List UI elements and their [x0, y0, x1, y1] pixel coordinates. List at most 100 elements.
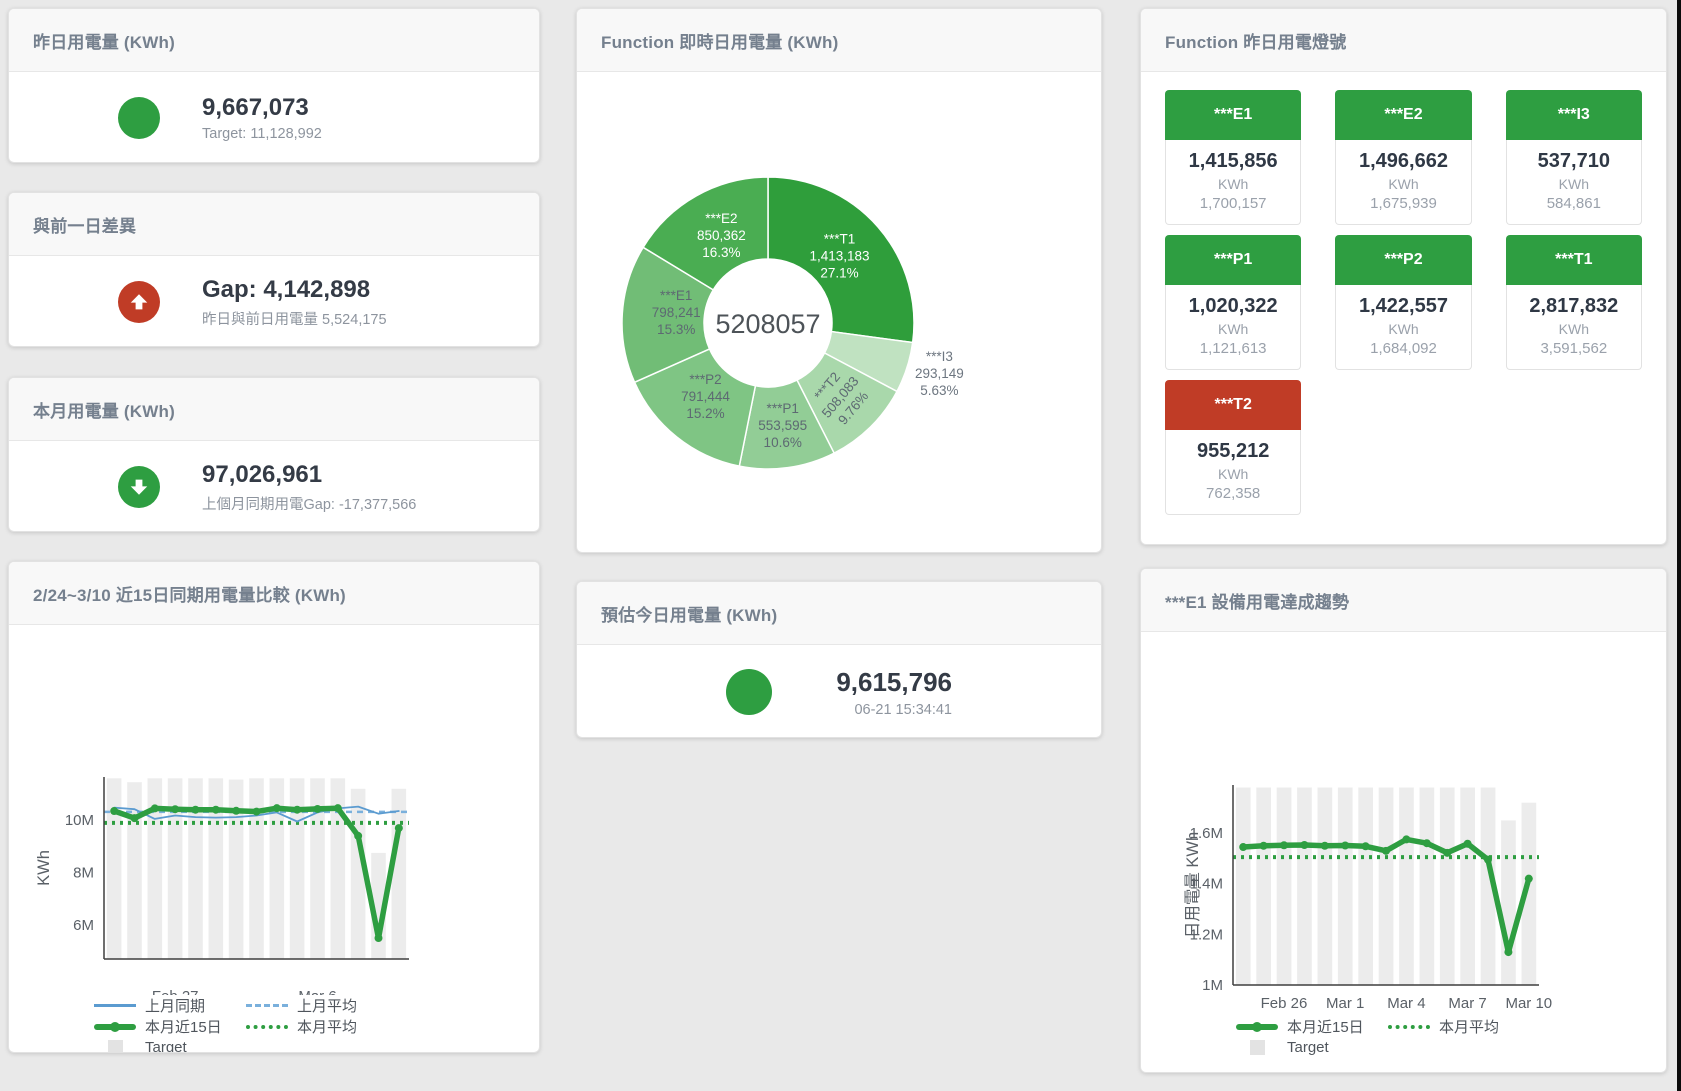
- y-axis-label: 日用電量 KWh: [1184, 832, 1202, 938]
- target-bar: [289, 778, 305, 959]
- x-tick: Feb 26: [1261, 995, 1308, 1012]
- legend-label: Target: [1287, 1039, 1329, 1056]
- legend-item-Target[interactable]: Target: [1236, 1039, 1329, 1056]
- tile-label: ***E1: [1165, 90, 1302, 140]
- tile-value: 955,212: [1197, 440, 1270, 462]
- donut-slice-label: ***P1 553,595 10.6%: [758, 401, 807, 450]
- right-column: Function 昨日用電燈號 ***E1 1,415,856 KWh 1,700,1…: [1140, 8, 1667, 1073]
- status-tiles-title: Function 昨日用電燈號: [1141, 9, 1666, 72]
- target-bar: [1501, 820, 1516, 985]
- trend-chart-title: ***E1 設備用電達成趨勢: [1141, 569, 1666, 632]
- legend-swatch-green-thick: [1236, 1021, 1278, 1032]
- tile-label: ***T2: [1165, 380, 1302, 430]
- donut-center-total: 5208057: [715, 309, 820, 339]
- legend-label: 上月平均: [297, 998, 358, 1015]
- trend-chart-legend: 本月近15日 本月平均 Target: [1236, 1016, 1666, 1058]
- donut-slice-T1[interactable]: [767, 176, 915, 344]
- card-trend-chart: ***E1 設備用電達成趨勢 1M 1.2M 1.4M 1.6M Feb 26 Mar 1…: [1140, 568, 1667, 1073]
- tile-unit: KWh: [1558, 321, 1589, 337]
- tile-value: 2,817,832: [1529, 295, 1619, 317]
- target-bar: [1297, 787, 1312, 985]
- legend-label: Target: [145, 1039, 187, 1053]
- tile-body: 955,212 KWh 762,358: [1165, 430, 1302, 515]
- tile-body: 1,422,557 KWh 1,684,092: [1335, 285, 1472, 370]
- legend-label: 本月近15日: [1287, 1019, 1364, 1036]
- target-bar: [1460, 787, 1475, 985]
- target-bar: [127, 782, 142, 959]
- status-tile-E1: ***E1 1,415,856 KWh 1,700,157: [1165, 90, 1302, 225]
- tile-body: 537,710 KWh 584,861: [1505, 140, 1642, 225]
- x-tick: Mar 6: [298, 988, 336, 995]
- card-month-usage-title: 本月用電量 (KWh): [9, 378, 539, 441]
- legend-item-本月近15日[interactable]: 本月近15日: [94, 1016, 246, 1037]
- target-bar: [228, 779, 244, 959]
- target-bar: [1235, 787, 1251, 985]
- target-bar: [1337, 787, 1353, 985]
- donut-slice-label: ***E1 798,241 15.3%: [652, 288, 701, 337]
- compare-chart-legend: 上月同期 上月平均本月近15日 本月平均 Target: [94, 995, 539, 1053]
- legend-item-上月平均[interactable]: 上月平均: [246, 995, 357, 1016]
- tile-label: ***P2: [1335, 235, 1472, 285]
- y-tick: 1M: [1202, 977, 1223, 994]
- legend-row: 上月同期 上月平均: [94, 995, 539, 1016]
- legend-item-上月同期[interactable]: 上月同期: [94, 995, 246, 1016]
- tile-body: 1,020,322 KWh 1,121,613: [1165, 285, 1302, 370]
- tile-unit: KWh: [1388, 321, 1419, 337]
- tile-target: 1,700,157: [1199, 195, 1267, 212]
- tile-target: 1,121,613: [1199, 340, 1267, 357]
- arrow-down-icon: [118, 466, 160, 508]
- tile-unit: KWh: [1388, 176, 1419, 192]
- tile-body: 2,817,832 KWh 3,591,562: [1505, 285, 1642, 370]
- card-realtime-donut: Function 即時日用電量 (KWh) ***T1 1,413,183 27.1…: [576, 8, 1102, 553]
- card-compare-chart: 2/24~3/10 近15日同期用電量比較 (KWh) 6M 8M 10M Feb 2…: [8, 561, 540, 1053]
- legend-item-本月平均[interactable]: 本月平均: [246, 1016, 357, 1037]
- status-tile-I3: ***I3 537,710 KWh 584,861: [1505, 90, 1642, 225]
- yesterday-usage-value: 9,667,073: [202, 94, 309, 121]
- legend-swatch-green-thick: [94, 1021, 136, 1032]
- x-tick: Mar 7: [1448, 995, 1486, 1012]
- target-bar: [1358, 787, 1373, 985]
- card-forecast: 預估今日用電量 (KWh) 9,615,796 06-21 15:34:41: [576, 581, 1102, 738]
- legend-swatch-blue-dash: [246, 1004, 288, 1007]
- legend-item-本月平均[interactable]: 本月平均: [1388, 1016, 1499, 1037]
- legend-row: 本月近15日 本月平均: [94, 1016, 539, 1037]
- forecast-title: 預估今日用電量 (KWh): [577, 582, 1101, 645]
- card-day-gap-body: Gap: 4,142,898 昨日與前日用電量 5,524,175: [9, 256, 539, 346]
- card-status-tiles: Function 昨日用電燈號 ***E1 1,415,856 KWh 1,700,1…: [1140, 8, 1667, 545]
- status-tile-P2: ***P2 1,422,557 KWh 1,684,092: [1335, 235, 1472, 370]
- status-tile-E2: ***E2 1,496,662 KWh 1,675,939: [1335, 90, 1472, 225]
- tile-target: 1,684,092: [1370, 340, 1437, 357]
- legend-swatch-green-dot: [246, 1024, 288, 1029]
- tile-value: 537,710: [1537, 150, 1610, 172]
- tile-unit: KWh: [1217, 466, 1249, 482]
- target-bar: [188, 778, 203, 959]
- left-column: 昨日用電量 (KWh) 9,667,073 Target: 11,128,992…: [8, 8, 540, 1053]
- tile-value: 1,496,662: [1359, 150, 1448, 172]
- tile-body: 1,415,856 KWh 1,700,157: [1165, 140, 1302, 225]
- realtime-donut-title: Function 即時日用電量 (KWh): [577, 9, 1101, 72]
- y-tick: 6M: [73, 917, 94, 934]
- yesterday-usage-target: Target: 11,128,992: [202, 126, 322, 142]
- y-tick: 10M: [65, 812, 94, 829]
- month-usage-value: 97,026,961: [202, 460, 323, 488]
- tile-unit: KWh: [1217, 176, 1249, 192]
- tile-target: 584,861: [1546, 195, 1601, 212]
- legend-label: 本月近15日: [145, 1019, 222, 1036]
- vertical-scrollbar[interactable]: [1677, 0, 1681, 1091]
- day-gap-value: Gap: 4,142,898: [202, 275, 371, 303]
- target-bar: [1399, 787, 1414, 985]
- legend-item-本月近15日[interactable]: 本月近15日: [1236, 1016, 1388, 1037]
- x-tick: Mar 1: [1326, 995, 1364, 1012]
- status-tiles-grid: ***E1 1,415,856 KWh 1,700,157 ***E2 1,496,662…: [1141, 72, 1666, 533]
- card-month-usage: 本月用電量 (KWh) 97,026,961 上個月同期用電Gap: -17,3…: [8, 377, 540, 532]
- status-tile-T2: ***T2 955,212 KWh 762,358: [1165, 380, 1302, 515]
- month-usage-gap: 上個月同期用電Gap: -17,377,566: [202, 496, 417, 513]
- tile-value: 1,020,322: [1188, 295, 1278, 317]
- target-bar: [208, 778, 224, 959]
- donut-slice-label: ***T1 1,413,183 27.1%: [809, 232, 869, 281]
- legend-label: 上月同期: [145, 998, 206, 1015]
- donut-slice-E2[interactable]: [642, 176, 769, 291]
- realtime-usage-donut-chart: ***T1 1,413,183 27.1% ***I3 293,149 5.63% ***T…: [577, 72, 1101, 552]
- legend-item-Target[interactable]: Target: [94, 1039, 187, 1053]
- y-tick: 1.2M: [1190, 926, 1223, 943]
